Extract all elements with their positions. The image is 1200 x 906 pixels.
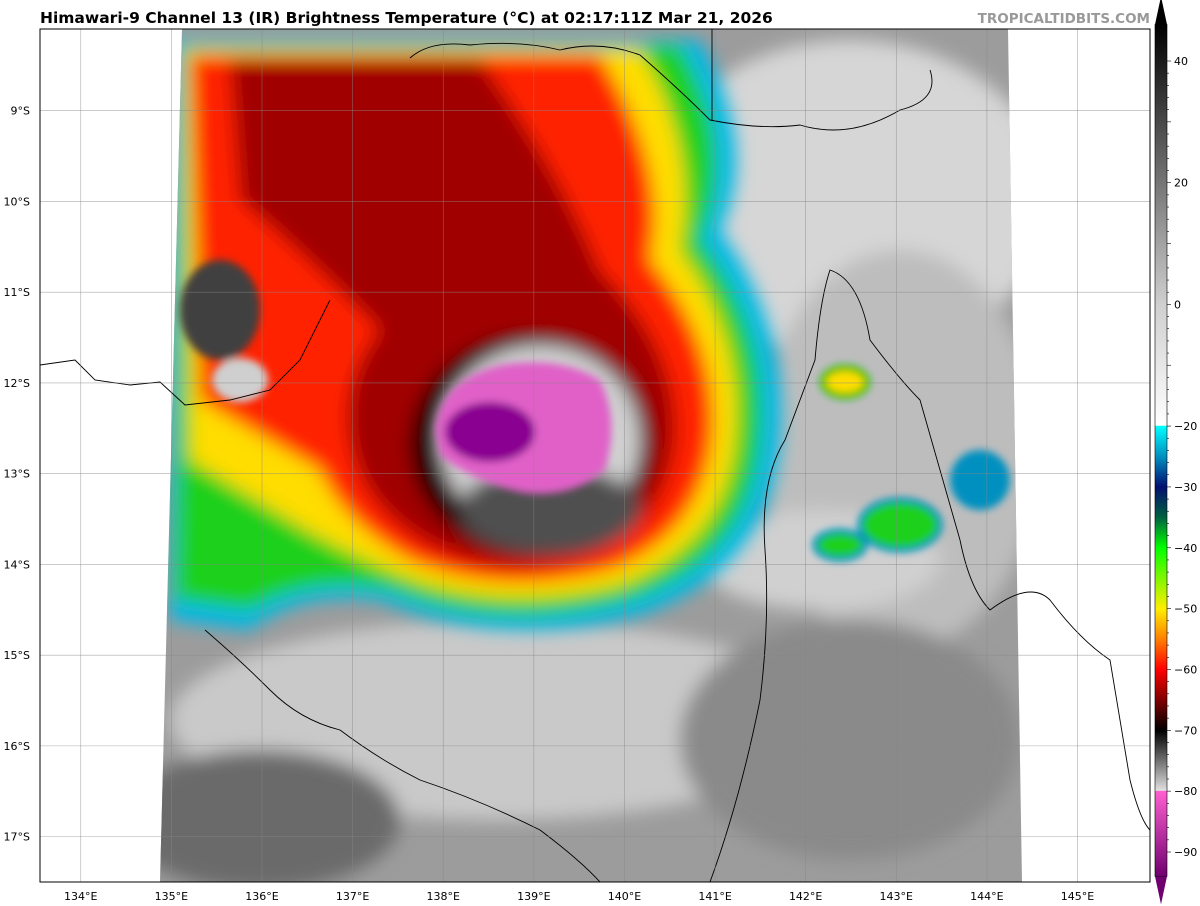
colorbar-tick-label: −30 <box>1174 481 1197 494</box>
ir-imagery <box>160 29 1022 882</box>
watermark: TROPICALTIDBITS.COM <box>977 11 1150 27</box>
lon-tick-label: 137°E <box>336 890 369 903</box>
lon-tick-label: 141°E <box>698 890 731 903</box>
lon-tick-label: 145°E <box>1061 890 1094 903</box>
storm-cloud-shield <box>170 40 782 630</box>
lat-tick-label: 12°S <box>4 377 30 390</box>
coastlines <box>40 29 1150 882</box>
colorbar-tick-label: −80 <box>1174 785 1197 798</box>
lat-tick-label: 11°S <box>4 286 30 299</box>
colorbar-tick-label: −20 <box>1174 420 1197 433</box>
lat-tick-label: 14°S <box>4 558 30 571</box>
lat-tick-label: 10°S <box>4 195 30 208</box>
colorbar-tick-label: 20 <box>1174 177 1188 190</box>
colorbar-tick-label: −70 <box>1174 724 1197 737</box>
colorbar-bar <box>1154 24 1168 877</box>
lon-tick-label: 140°E <box>608 890 641 903</box>
latitude-labels: 9°S 10°S 11°S 12°S 13°S 14°S 15°S 16°S 17°S <box>4 105 30 844</box>
lat-tick-label: 17°S <box>4 831 30 844</box>
lon-tick-label: 139°E <box>517 890 550 903</box>
lon-tick-label: 138°E <box>426 890 459 903</box>
lon-tick-label: 143°E <box>880 890 913 903</box>
plot-frame <box>39 28 1151 883</box>
lat-tick-label: 15°S <box>4 649 30 662</box>
lon-tick-label: 136°E <box>245 890 278 903</box>
colorbar-tick-label: −90 <box>1174 846 1197 859</box>
lat-tick-label: 9°S <box>11 105 30 118</box>
lon-tick-label: 142°E <box>789 890 822 903</box>
colorbar-tick-label: −40 <box>1174 542 1197 555</box>
longitude-labels: 134°E 135°E 136°E 137°E 138°E 139°E 140°E 141°E… <box>64 890 1094 903</box>
chart-title: Himawari-9 Channel 13 (IR) Brightness Te… <box>40 9 773 27</box>
colorbar-tick-label: 40 <box>1174 55 1188 68</box>
colorbar-tick-label: −50 <box>1174 603 1197 616</box>
lat-tick-label: 13°S <box>4 468 30 481</box>
lon-tick-label: 135°E <box>155 890 188 903</box>
lon-tick-label: 144°E <box>970 890 1003 903</box>
lon-tick-label: 134°E <box>64 890 97 903</box>
colorbar-min-extend <box>1155 876 1167 905</box>
convective-cells <box>180 260 1010 562</box>
lat-tick-label: 16°S <box>4 740 30 753</box>
colorbar: 40 20 0 −20 −30 −40 −50 −60 −70 −80 −90 <box>1154 0 1197 905</box>
gridlines <box>40 29 1150 882</box>
colorbar-tick-label: 0 <box>1174 298 1181 311</box>
colorbar-max-extend <box>1155 0 1167 25</box>
storm-core <box>435 362 612 494</box>
colorbar-tick-label: −60 <box>1174 663 1197 676</box>
